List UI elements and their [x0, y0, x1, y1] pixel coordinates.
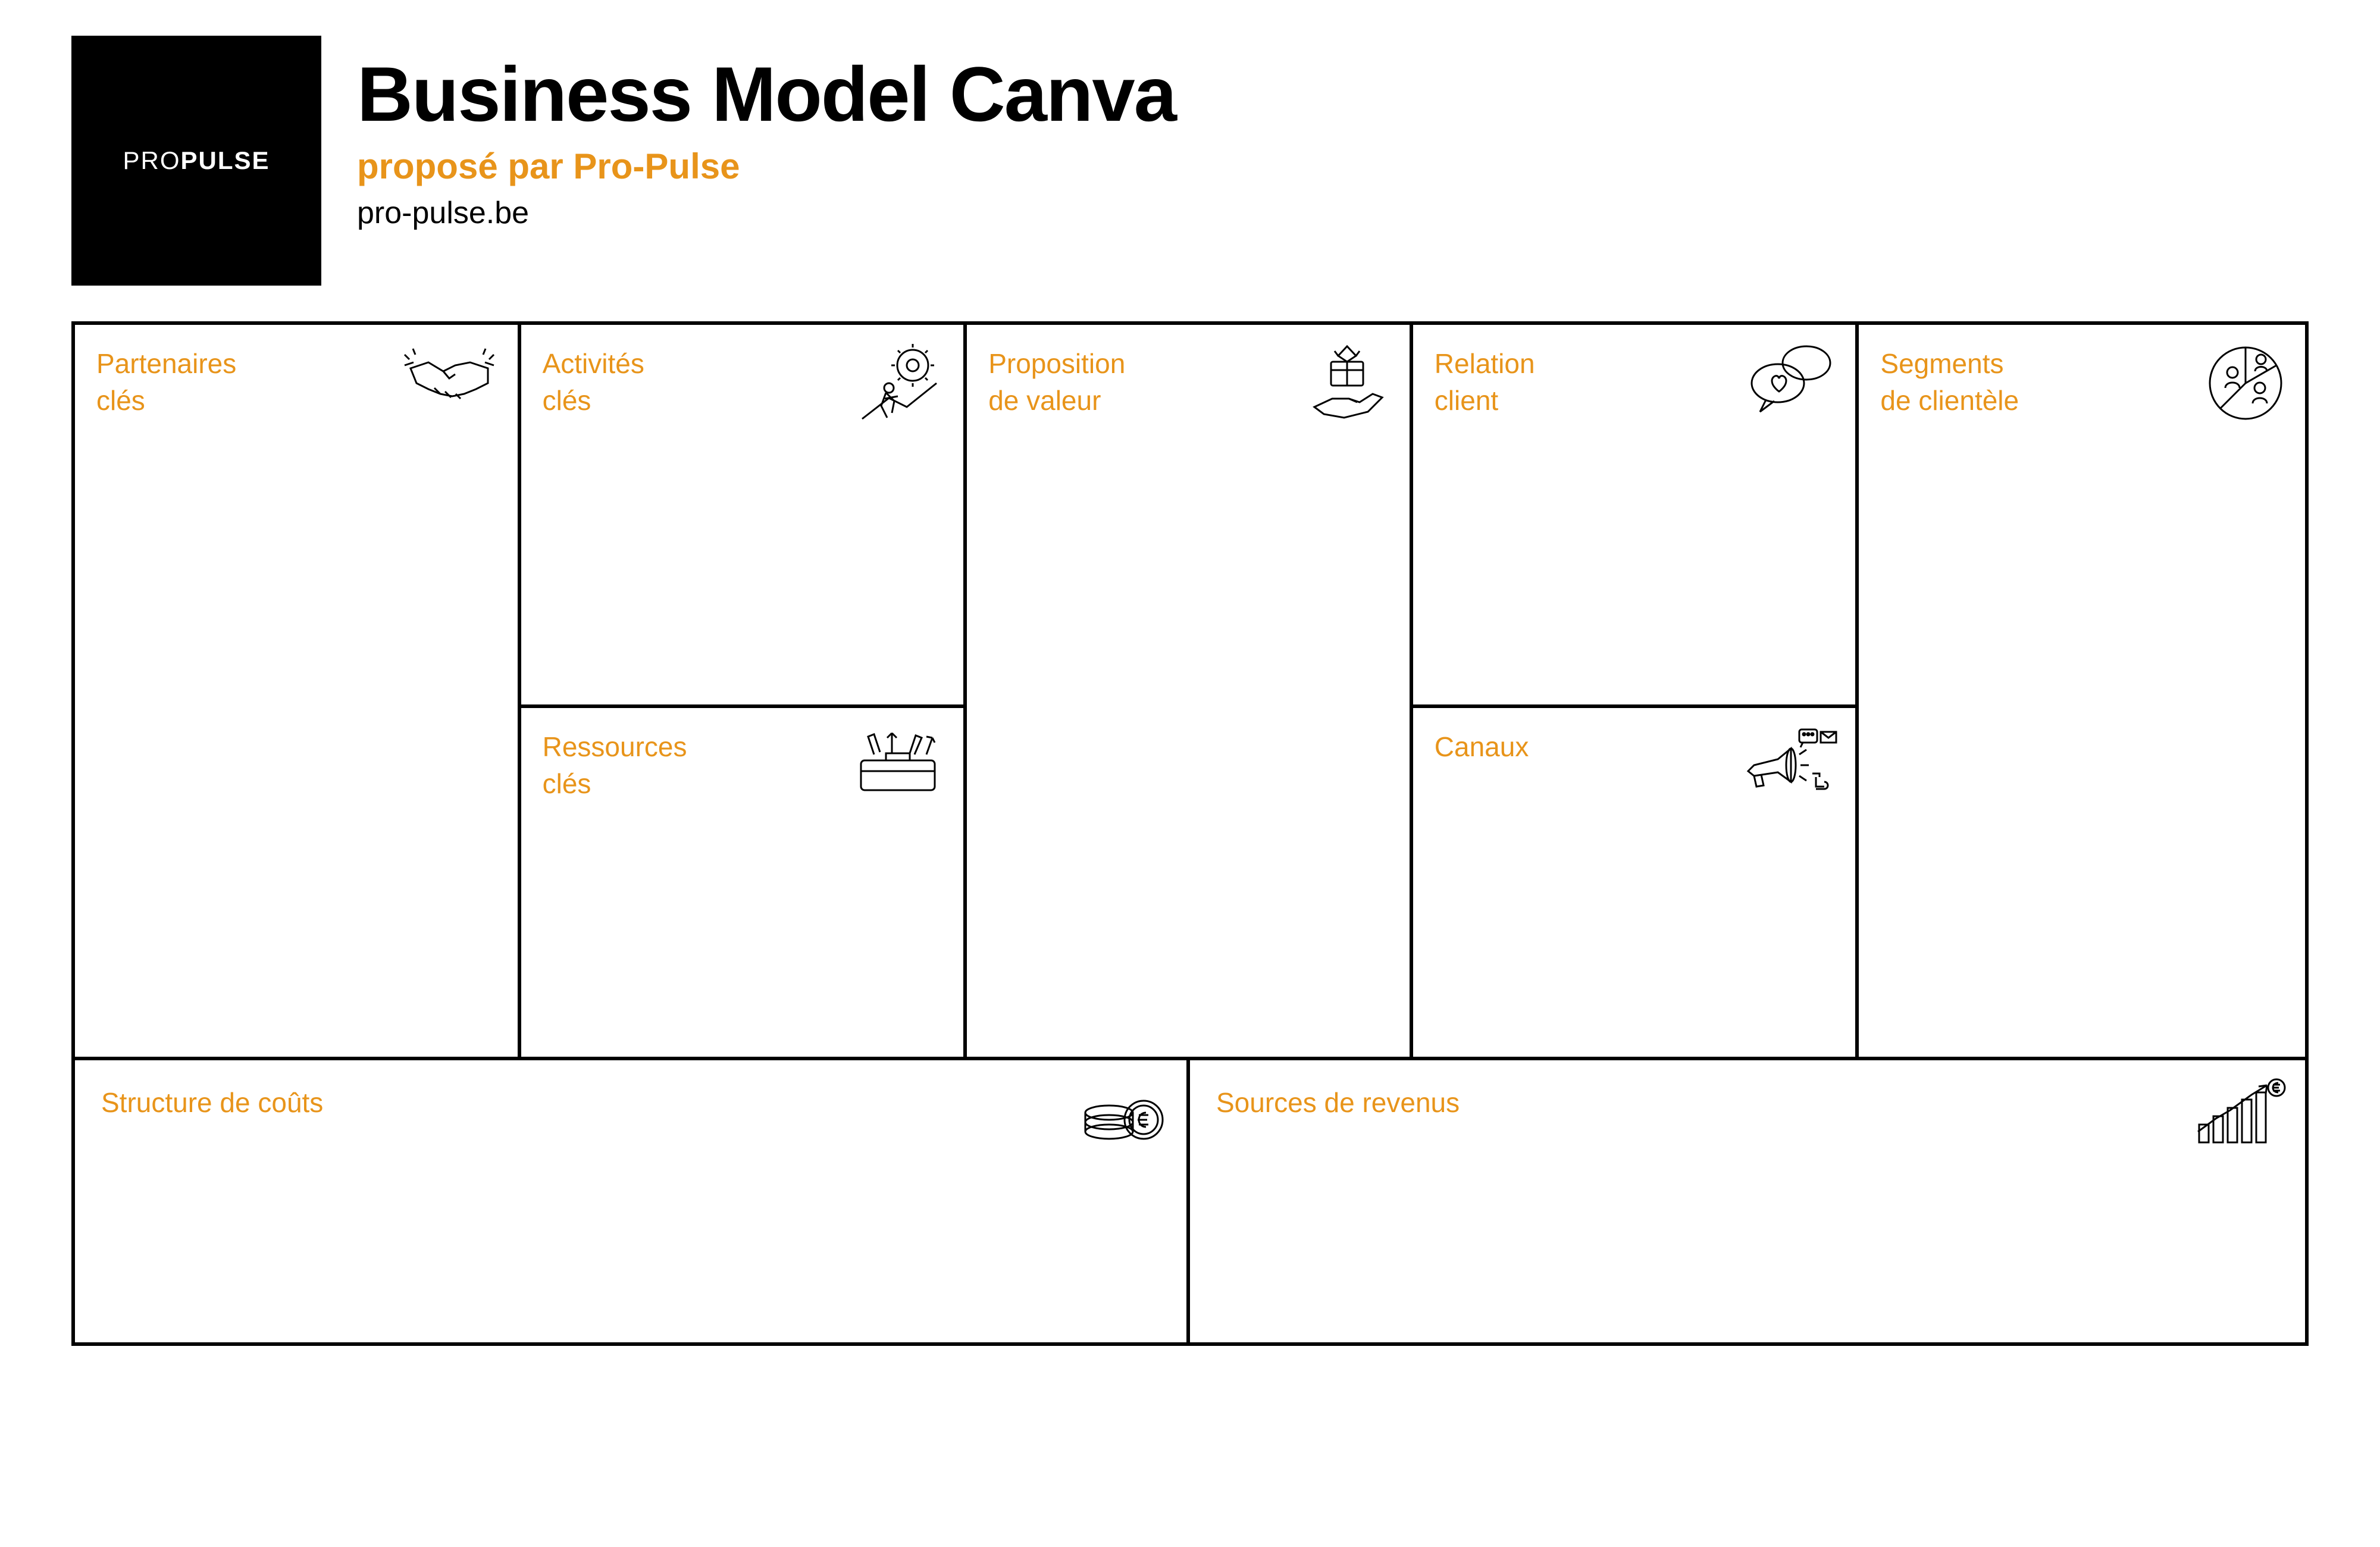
logo: PROPULSE [71, 36, 321, 286]
cell-costs: Structure de coûts [75, 1060, 1190, 1342]
gear-climb-icon [856, 342, 945, 428]
label-revenue: Sources de revenus [1216, 1084, 2279, 1121]
cell-segments: Segments de clientèle [1859, 325, 2305, 1057]
label-line: Ressources [543, 731, 687, 762]
pie-people-icon [2204, 342, 2287, 428]
label-line: de valeur [988, 385, 1101, 416]
logo-pre: PRO [123, 146, 180, 174]
cell-channels: Canaux [1413, 708, 1856, 1057]
toolbox-icon [850, 725, 945, 799]
header: PROPULSE Business Model Canva proposé pa… [71, 36, 2309, 286]
cell-resources: Ressources clés [521, 708, 964, 1057]
label-line: Activités [543, 348, 644, 379]
cell-revenue: Sources de revenus [1190, 1060, 2305, 1342]
coins-icon [1079, 1077, 1169, 1151]
col-segments: Segments de clientèle [1859, 325, 2305, 1057]
cell-partners: Partenaires clés [75, 325, 518, 1057]
top-grid: Partenaires clés Activités [75, 325, 2305, 1057]
label-line: Proposition [988, 348, 1125, 379]
cell-relations: Relation client [1413, 325, 1856, 708]
handshake-icon [399, 342, 500, 416]
col-relations-channels: Relation client Canaux [1413, 325, 1859, 1057]
logo-post: PULSE [180, 146, 270, 174]
label-line: Canaux [1435, 731, 1529, 762]
label-line: client [1435, 385, 1498, 416]
label-line: Sources de revenus [1216, 1087, 1460, 1118]
label-line: clés [96, 385, 145, 416]
label-line: Segments [1880, 348, 2003, 379]
col-activities-resources: Activités clés Ressources [521, 325, 967, 1057]
megaphone-icon [1736, 725, 1837, 805]
label-line: Relation [1435, 348, 1535, 379]
col-partners: Partenaires clés [75, 325, 521, 1057]
cell-activities: Activités clés [521, 325, 964, 708]
label-line: Partenaires [96, 348, 236, 379]
bmc-canvas: Partenaires clés Activités [71, 321, 2309, 1346]
page-title: Business Model Canva [357, 54, 1176, 135]
heart-chat-icon [1742, 342, 1837, 422]
gift-hand-icon [1302, 342, 1392, 428]
label-costs: Structure de coûts [101, 1084, 1160, 1121]
bottom-grid: Structure de coûts Sources de revenus [75, 1057, 2305, 1342]
growth-chart-icon [2192, 1077, 2287, 1151]
label-line: Structure de coûts [101, 1087, 323, 1118]
logo-text: PROPULSE [123, 146, 270, 175]
label-line: clés [543, 385, 591, 416]
subtitle: proposé par Pro-Pulse [357, 146, 1176, 187]
title-block: Business Model Canva proposé par Pro-Pul… [357, 36, 1176, 231]
label-line: clés [543, 768, 591, 799]
url-text: pro-pulse.be [357, 195, 1176, 231]
col-value: Proposition de valeur [967, 325, 1413, 1057]
label-line: de clientèle [1880, 385, 2019, 416]
cell-value: Proposition de valeur [967, 325, 1410, 1057]
